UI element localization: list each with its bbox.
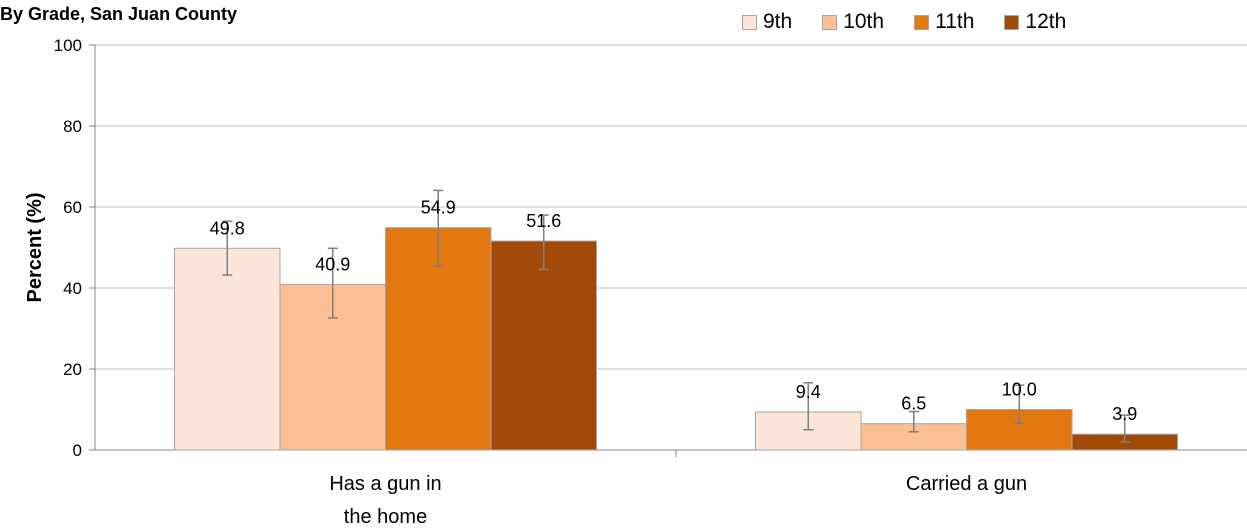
category-label-0-0: Has a gun in (329, 473, 441, 495)
legend: 9th 10th 11th 12th (742, 10, 1096, 34)
data-label-11th-0: 54.9 (421, 198, 456, 218)
legend-label: 9th (763, 10, 793, 33)
data-label-10th-0: 40.9 (315, 254, 350, 274)
category-label-0-1: the home (344, 506, 427, 528)
chart-title: By Grade, San Juan County (0, 4, 238, 24)
y-tick-label-100: 100 (54, 36, 82, 55)
legend-item-10th: 10th (822, 10, 884, 34)
data-label-12th-0: 51.6 (526, 211, 561, 231)
data-label-12th-1: 3.9 (1112, 404, 1137, 424)
legend-swatch (742, 14, 757, 30)
bar-9th-0 (174, 247, 281, 451)
y-tick-label-0: 0 (73, 441, 82, 460)
legend-swatch (914, 14, 930, 30)
data-label-10th-1: 6.5 (901, 394, 926, 414)
data-label-9th-1: 9.4 (796, 382, 821, 402)
legend-swatch (822, 14, 838, 30)
data-label-11th-1: 10.0 (1002, 380, 1037, 400)
y-tick-label-60: 60 (63, 198, 82, 217)
y-tick-label-80: 80 (63, 117, 82, 136)
legend-label: 12th (1025, 10, 1067, 33)
y-tick-label-40: 40 (63, 279, 82, 298)
category-label-1-0: Carried a gun (906, 473, 1027, 495)
legend-item-12th: 12th (1004, 10, 1066, 34)
y-axis-title: Percent (%) (24, 192, 46, 302)
legend-label: 10th (843, 10, 885, 33)
legend-item-9th: 9th (742, 10, 792, 34)
y-tick-label-20: 20 (63, 360, 82, 379)
data-label-9th-0: 49.8 (210, 218, 245, 238)
bar-12th-0 (490, 240, 597, 451)
legend-item-11th: 11th (914, 10, 974, 34)
legend-swatch (1004, 14, 1020, 30)
legend-label: 11th (935, 10, 975, 33)
